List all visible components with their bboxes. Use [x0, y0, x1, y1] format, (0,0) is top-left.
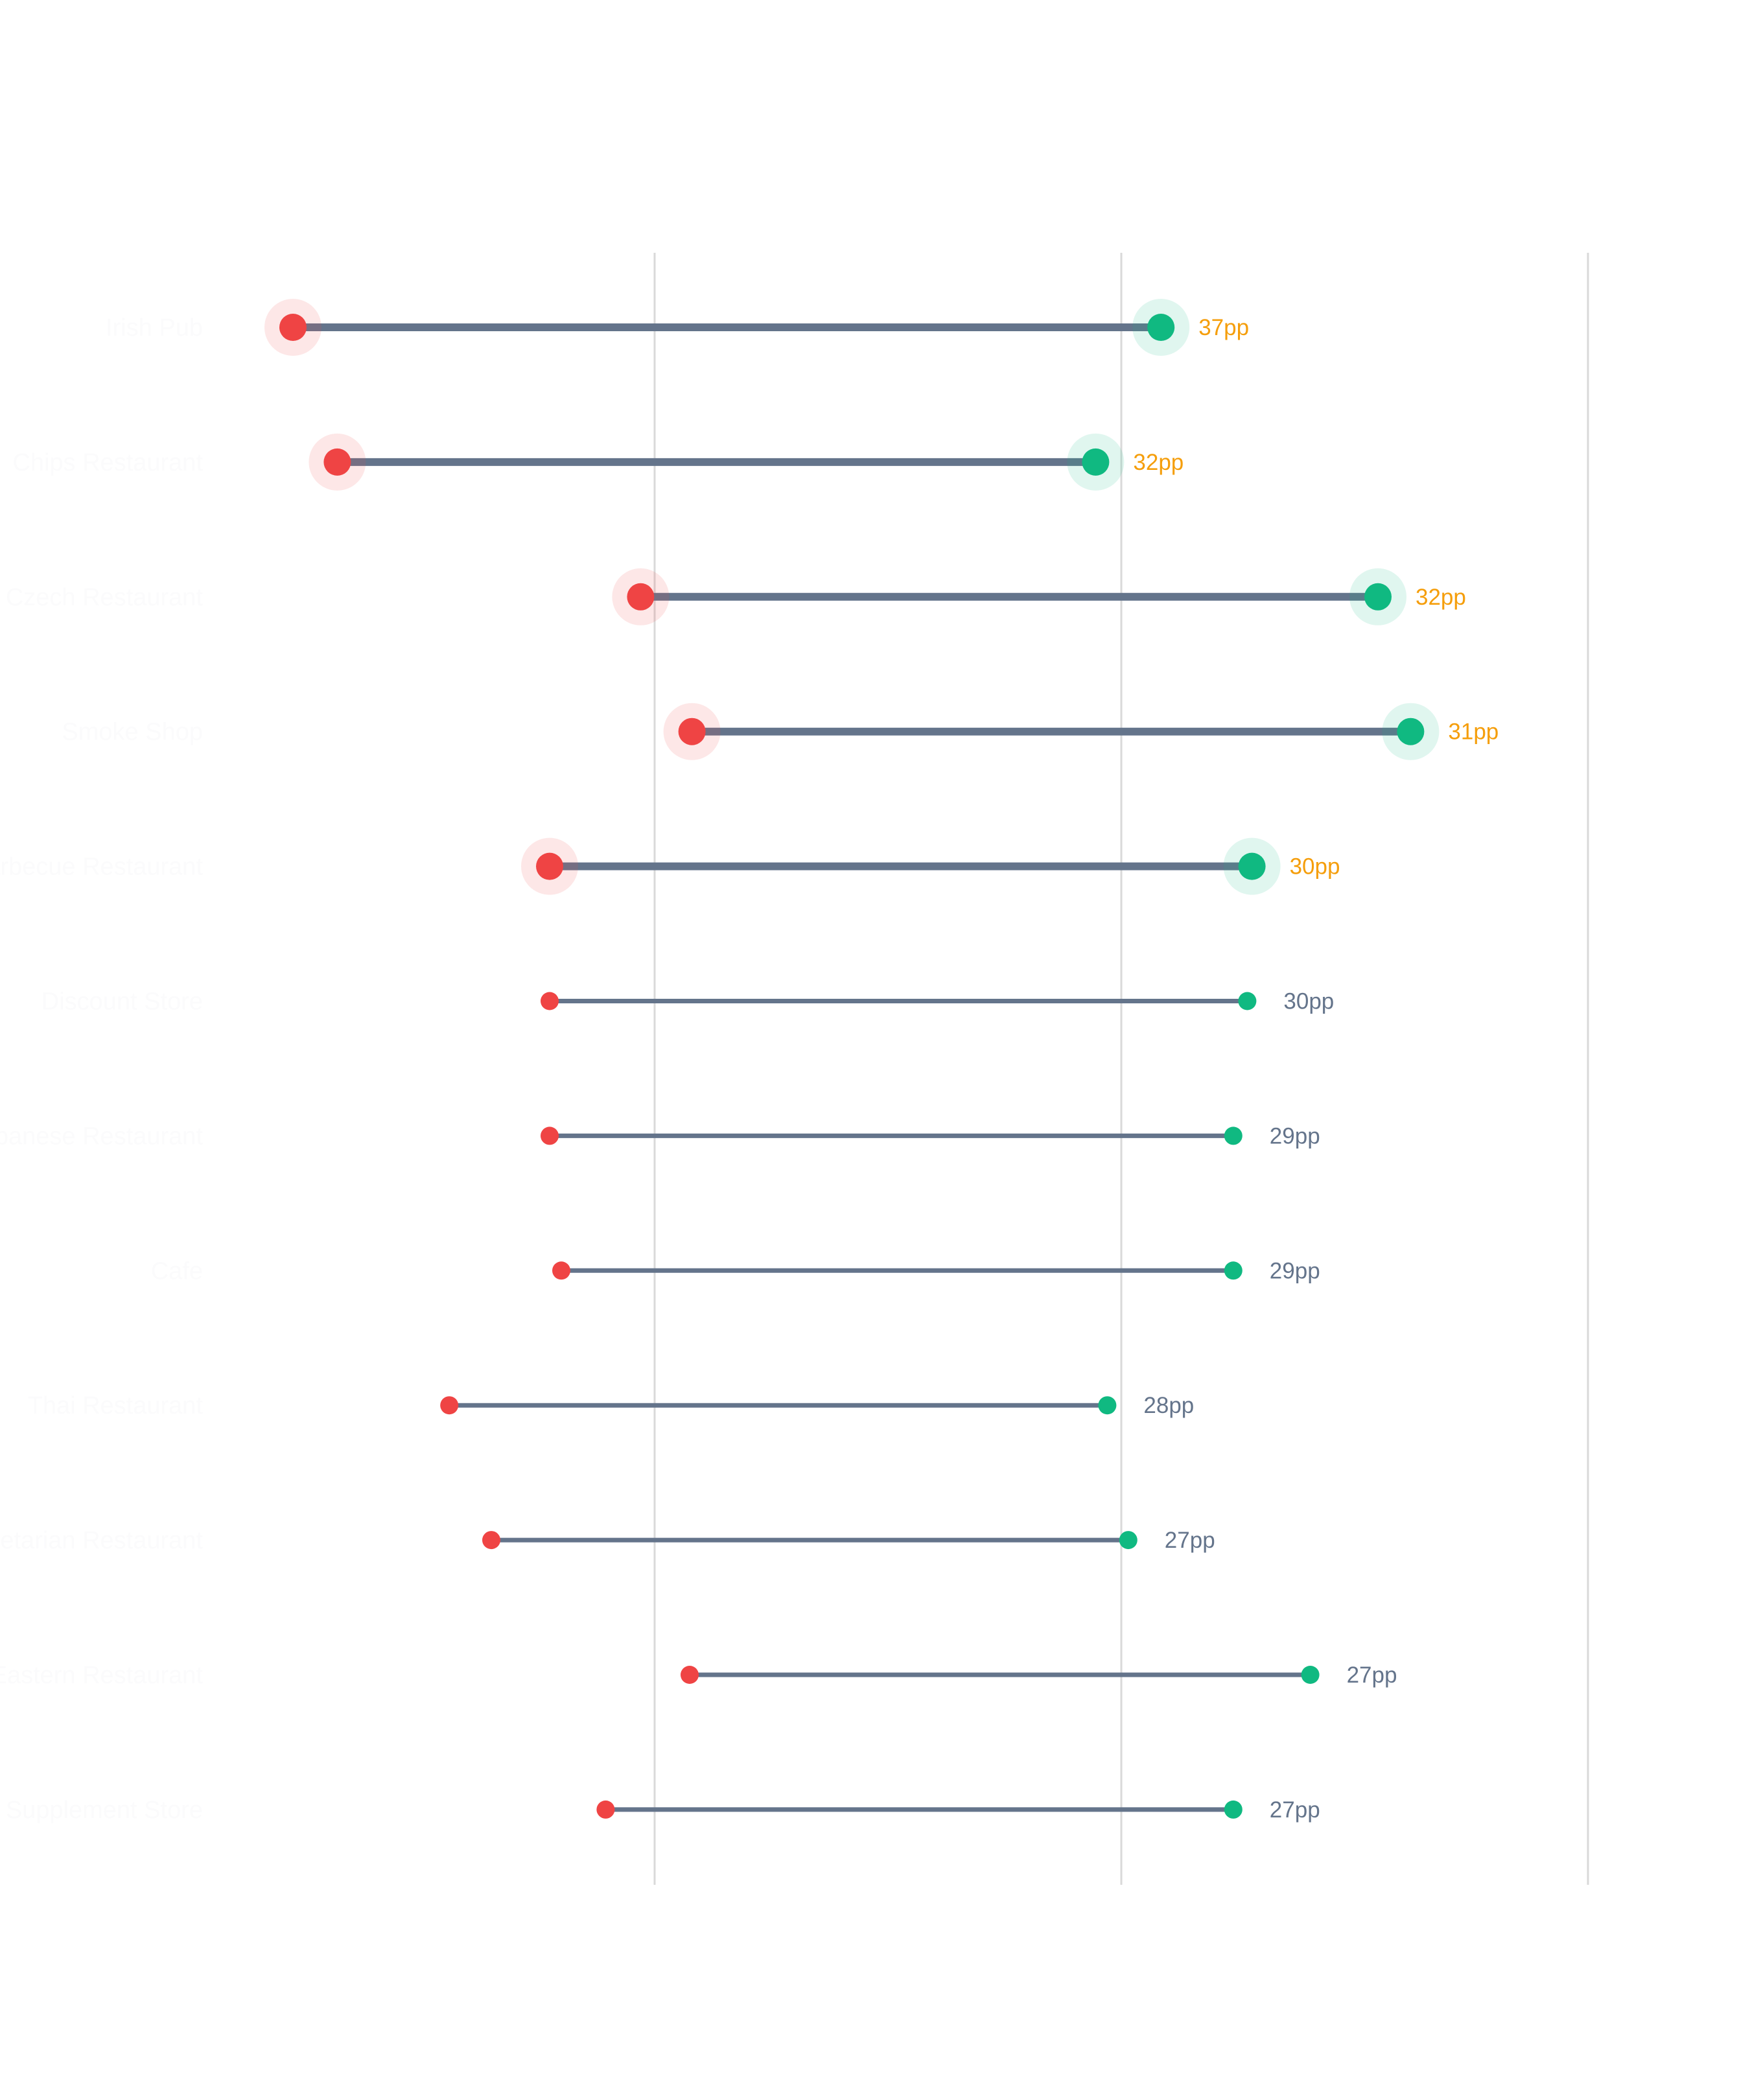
difference-label: 30pp: [1290, 854, 1340, 880]
end-point: [1224, 1800, 1242, 1819]
dumbbell-row: Middle Eastern Restaurant 27pp: [0, 1662, 1397, 1689]
dumbbell-row: Supplement Store 27pp: [6, 1797, 1320, 1824]
end-point: [1238, 852, 1266, 880]
start-point: [482, 1531, 500, 1550]
end-point: [1364, 583, 1392, 611]
category-label: Czech Restaurant: [6, 584, 204, 611]
dumbbell-row: Czech Restaurant 32pp: [6, 568, 1466, 625]
dumbbell-row: Chips Restaurant 32pp: [12, 433, 1184, 491]
category-label: Middle Eastern Restaurant: [0, 1662, 203, 1689]
start-point: [536, 852, 563, 880]
dumbbell-row: Vegetarian Restaurant 27pp: [0, 1527, 1215, 1554]
difference-label: 27pp: [1347, 1662, 1397, 1688]
start-point: [552, 1261, 570, 1280]
difference-label: 27pp: [1270, 1797, 1320, 1823]
dumbbell-row: Barbecue Restaurant 30pp: [0, 837, 1340, 895]
category-label: Barbecue Restaurant: [0, 854, 203, 881]
category-label: Thai Restaurant: [28, 1392, 204, 1419]
end-point: [1224, 1261, 1242, 1280]
difference-label: 29pp: [1270, 1258, 1320, 1283]
difference-label: 31pp: [1448, 719, 1499, 745]
start-point: [596, 1800, 615, 1819]
dumbbell-row: Cafe 29pp: [151, 1257, 1320, 1285]
end-point: [1397, 718, 1425, 745]
end-point: [1098, 1396, 1117, 1415]
category-label: Supplement Store: [6, 1797, 203, 1824]
category-label: Smoke Shop: [62, 719, 203, 746]
start-point: [627, 583, 655, 611]
start-point: [678, 718, 706, 745]
end-point: [1082, 448, 1110, 476]
category-label: Chips Restaurant: [12, 449, 203, 476]
dumbbell-row: Smoke Shop 31pp: [62, 703, 1499, 760]
start-point: [541, 1126, 559, 1145]
dumbbell-row: Lebanese Restaurant 29pp: [0, 1123, 1320, 1150]
dumbbell-row: Discount Store 30pp: [41, 988, 1335, 1016]
end-point: [1119, 1531, 1138, 1550]
difference-label: 30pp: [1283, 989, 1334, 1014]
start-point: [681, 1666, 699, 1684]
grid-layer: [653, 253, 1589, 1885]
dumbbell-row: Irish Pub 37pp: [106, 299, 1249, 356]
difference-label: 32pp: [1416, 585, 1466, 610]
dumbbell-row: Thai Restaurant 28pp: [28, 1392, 1195, 1419]
difference-label: 27pp: [1165, 1528, 1215, 1553]
start-point: [323, 448, 351, 476]
difference-label: 29pp: [1270, 1123, 1320, 1149]
category-label: Discount Store: [41, 988, 203, 1016]
difference-label: 28pp: [1143, 1393, 1194, 1418]
end-point: [1147, 314, 1175, 341]
start-point: [440, 1396, 459, 1415]
category-label: Vegetarian Restaurant: [0, 1527, 203, 1554]
start-point: [541, 992, 559, 1010]
end-point: [1301, 1666, 1320, 1684]
difference-label: 37pp: [1198, 315, 1249, 340]
difference-label: 32pp: [1133, 450, 1184, 475]
category-label: Irish Pub: [106, 314, 203, 342]
start-point: [279, 314, 307, 341]
category-label: Cafe: [151, 1257, 203, 1285]
end-point: [1224, 1126, 1242, 1145]
category-label: Lebanese Restaurant: [0, 1123, 203, 1150]
end-point: [1238, 992, 1257, 1010]
